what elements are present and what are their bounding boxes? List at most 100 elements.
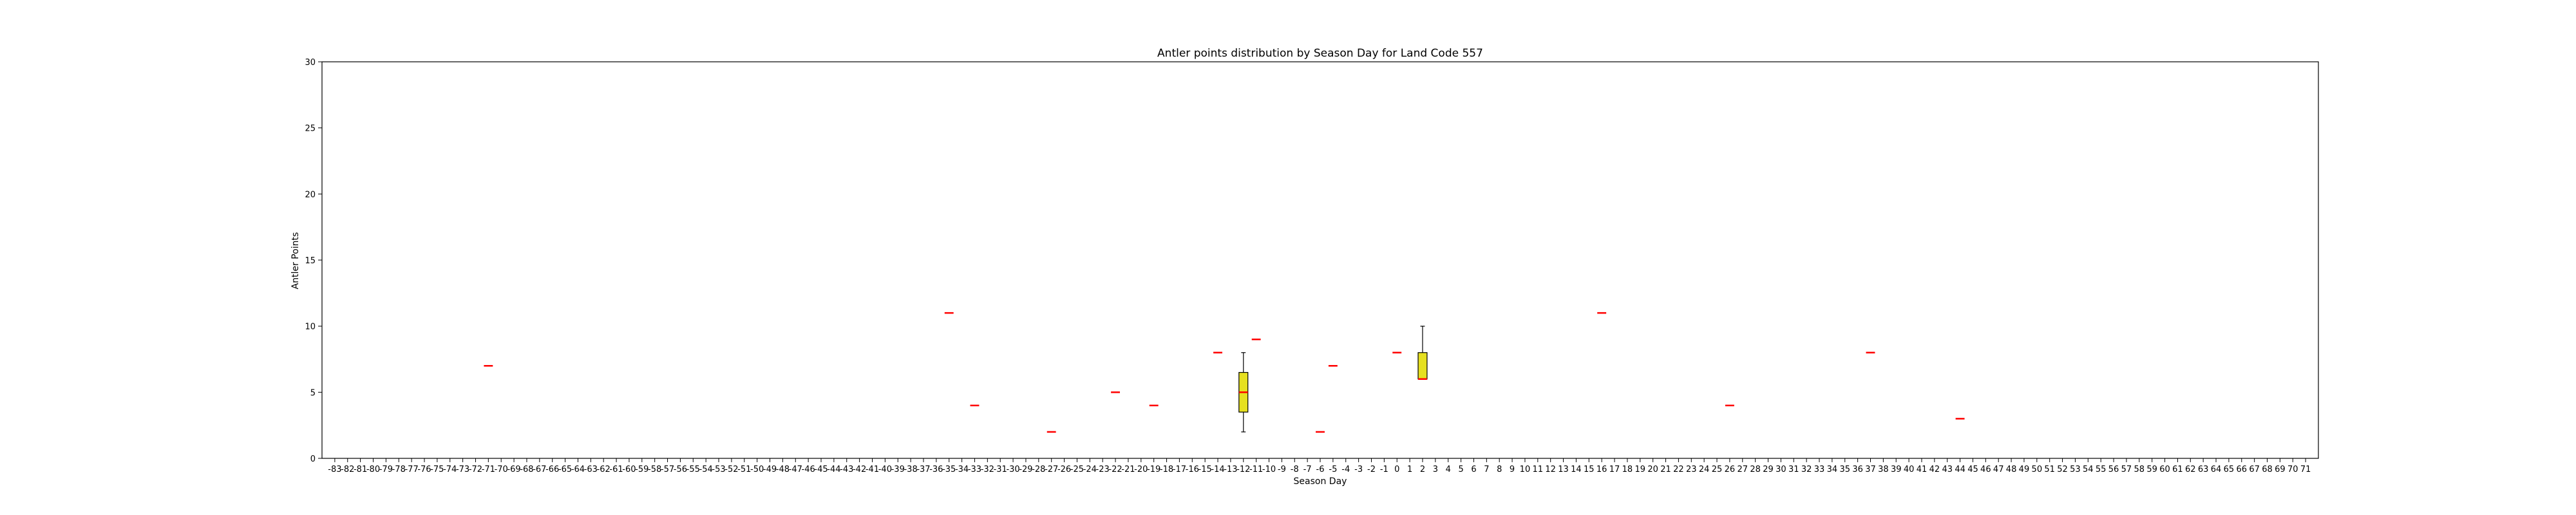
y-tick-label: 20 [305,190,316,200]
x-tick-label: 59 [2146,465,2157,474]
x-tick-label: 16 [1596,465,1607,474]
x-tick-label: 14 [1571,465,1582,474]
x-tick-label: -23 [1096,465,1110,474]
x-tick-label: -75 [430,465,444,474]
x-tick-label: 28 [1750,465,1761,474]
x-tick-label: 29 [1763,465,1774,474]
x-tick-label: -10 [1262,465,1276,474]
x-tick-label: -70 [495,465,508,474]
x-tick-label: 68 [2262,465,2273,474]
x-tick-label: 55 [2096,465,2107,474]
y-tick-label: 5 [310,388,316,398]
x-tick-label: -81 [354,465,367,474]
x-tick-label: 50 [2032,465,2043,474]
x-tick-label: 25 [1712,465,1723,474]
x-tick-label: 64 [2211,465,2222,474]
x-tick-label: 69 [2275,465,2286,474]
x-tick-label: -1 [1380,465,1388,474]
x-tick-label: 48 [2006,465,2017,474]
x-tick-label: 62 [2185,465,2196,474]
x-tick-label: -6 [1316,465,1325,474]
x-tick-label: 39 [1891,465,1902,474]
x-tick-label: 6 [1471,465,1476,474]
x-tick-label: -34 [955,465,969,474]
x-tick-label: -9 [1278,465,1286,474]
x-tick-label: 63 [2198,465,2209,474]
x-tick-label: 66 [2236,465,2247,474]
x-tick-label: 38 [1878,465,1889,474]
y-tick-label: 25 [305,124,316,134]
x-tick-label: 22 [1673,465,1684,474]
x-tick-label: -58 [648,465,661,474]
x-tick-label: -16 [1186,465,1199,474]
x-tick-label: -64 [571,465,585,474]
x-tick-label: -2 [1367,465,1376,474]
x-tick-label: 42 [1929,465,1940,474]
x-tick-label: 44 [1955,465,1965,474]
x-tick-label: -62 [597,465,611,474]
x-tick-label: -66 [545,465,559,474]
x-tick-label: -15 [1198,465,1212,474]
x-tick-label: 52 [2057,465,2068,474]
x-tick-label: 71 [2300,465,2311,474]
y-tick-label: 15 [305,256,316,266]
x-tick-label: -44 [827,465,840,474]
x-tick-label: 1 [1407,465,1412,474]
x-tick-label: 70 [2287,465,2298,474]
x-tick-label: -47 [789,465,802,474]
x-tick-label: -53 [712,465,725,474]
x-tick-label: -76 [417,465,431,474]
x-tick-label: -43 [840,465,853,474]
x-tick-label: -11 [1249,465,1263,474]
x-tick-label: 46 [1980,465,1991,474]
x-tick-label: -72 [469,465,482,474]
x-tick-label: -40 [878,465,892,474]
x-tick-label: 40 [1904,465,1915,474]
x-tick-label: -32 [981,465,994,474]
x-tick-label: 35 [1839,465,1850,474]
x-tick-label: -55 [687,465,700,474]
x-tick-label: -36 [929,465,943,474]
x-tick-label: -37 [916,465,930,474]
x-tick-label: -17 [1173,465,1186,474]
x-tick-label: -80 [366,465,380,474]
x-tick-label: -26 [1057,465,1071,474]
x-tick-label: -74 [443,465,457,474]
x-tick-label: 54 [2083,465,2094,474]
x-tick-label: 30 [1776,465,1786,474]
x-tick-label: 17 [1609,465,1620,474]
x-tick-label: 9 [1510,465,1515,474]
x-tick-label: -30 [1006,465,1019,474]
x-tick-label: 18 [1622,465,1633,474]
x-tick-label: 33 [1814,465,1825,474]
x-tick-label: -5 [1329,465,1337,474]
x-tick-label: 56 [2108,465,2119,474]
x-tick-label: 53 [2070,465,2081,474]
x-tick-label: 4 [1446,465,1451,474]
x-tick-label: 36 [1852,465,1863,474]
x-tick-label: -29 [1019,465,1032,474]
plot-area: 051015202530-83-82-81-80-79-78-77-76-75-… [305,58,2319,474]
x-tick-label: -20 [1134,465,1148,474]
chart-title: Antler points distribution by Season Day… [1157,47,1483,60]
x-tick-label: -73 [456,465,469,474]
x-tick-label: 24 [1699,465,1710,474]
x-tick-label: 23 [1686,465,1697,474]
x-tick-label: 65 [2224,465,2235,474]
x-tick-label: -31 [994,465,1007,474]
x-tick-label: -18 [1160,465,1173,474]
x-tick-label: 13 [1558,465,1569,474]
x-tick-label: 58 [2134,465,2145,474]
x-tick-label: -3 [1354,465,1363,474]
x-tick-label: 37 [1865,465,1876,474]
x-tick-label: 43 [1942,465,1953,474]
x-tick-label: 2 [1420,465,1425,474]
x-tick-label: -12 [1236,465,1250,474]
x-tick-label: 45 [1967,465,1978,474]
x-tick-label: 3 [1433,465,1438,474]
x-tick-label: -67 [533,465,546,474]
x-tick-label: 31 [1788,465,1799,474]
x-tick-label: -48 [776,465,790,474]
x-tick-label: 49 [2019,465,2030,474]
x-tick-label: 15 [1584,465,1595,474]
